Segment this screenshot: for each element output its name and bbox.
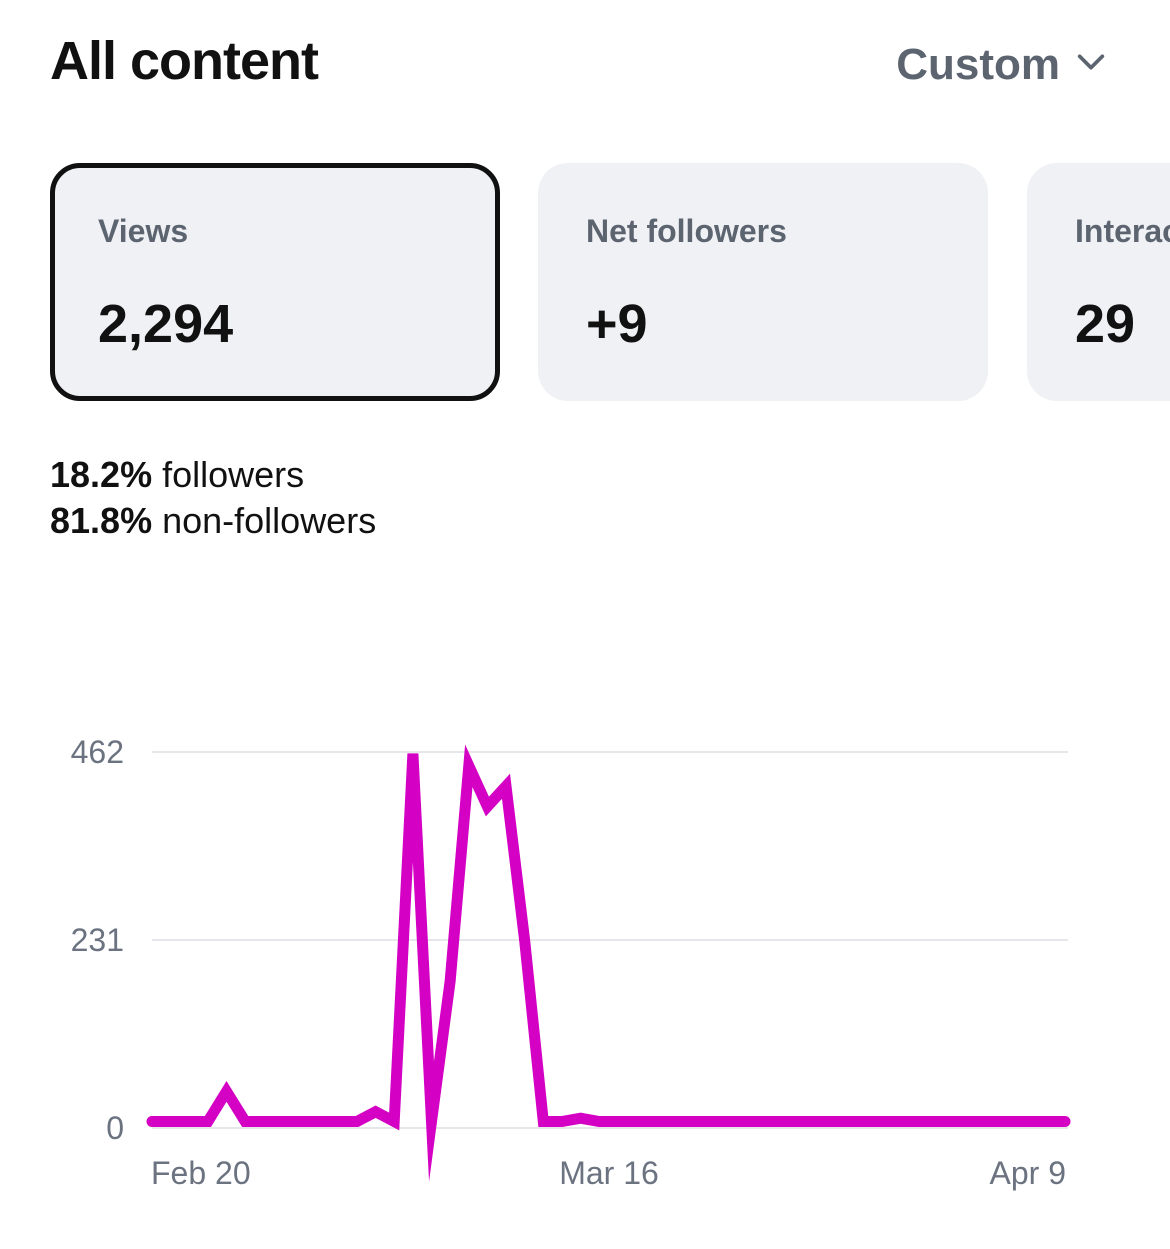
non-followers-share: 81.8% non-followers: [50, 498, 376, 544]
x-tick-label: Feb 20: [151, 1155, 251, 1191]
net-followers-card-value: +9: [586, 294, 648, 354]
net-followers-card[interactable]: Net followers +9: [538, 163, 988, 401]
chevron-down-icon: [1074, 40, 1108, 90]
date-range-dropdown[interactable]: Custom: [896, 40, 1108, 90]
views-card-label: Views: [98, 213, 189, 249]
x-tick-label: Apr 9: [990, 1155, 1066, 1191]
views-card[interactable]: Views 2,294: [50, 163, 500, 401]
page-title: All content: [50, 31, 319, 91]
x-tick-label: Mar 16: [559, 1155, 659, 1191]
net-followers-card-label: Net followers: [586, 213, 787, 249]
date-range-label: Custom: [896, 40, 1060, 89]
metric-cards: Views 2,294 Net followers +9 Interaction…: [50, 163, 1170, 403]
followers-share-pct: 18.2%: [50, 454, 153, 495]
followers-share-label: followers: [162, 454, 305, 495]
views-line-chart: 0 231 462 Feb 20 Mar 16 Apr 9: [71, 734, 1071, 1191]
y-tick-label: 231: [71, 922, 124, 958]
non-followers-share-pct: 81.8%: [50, 500, 153, 541]
views-card-value: 2,294: [98, 294, 234, 354]
non-followers-share-label: non-followers: [162, 500, 377, 541]
interactions-card[interactable]: Interactions 29: [1027, 163, 1170, 401]
y-tick-label: 0: [106, 1110, 124, 1146]
followers-share: 18.2% followers: [50, 452, 376, 498]
audience-split: 18.2% followers 81.8% non-followers: [50, 452, 376, 544]
y-tick-label: 462: [71, 734, 124, 770]
interactions-card-label: Interactions: [1075, 213, 1170, 249]
interactions-card-value: 29: [1075, 294, 1136, 354]
series-line: [146, 744, 1071, 1182]
